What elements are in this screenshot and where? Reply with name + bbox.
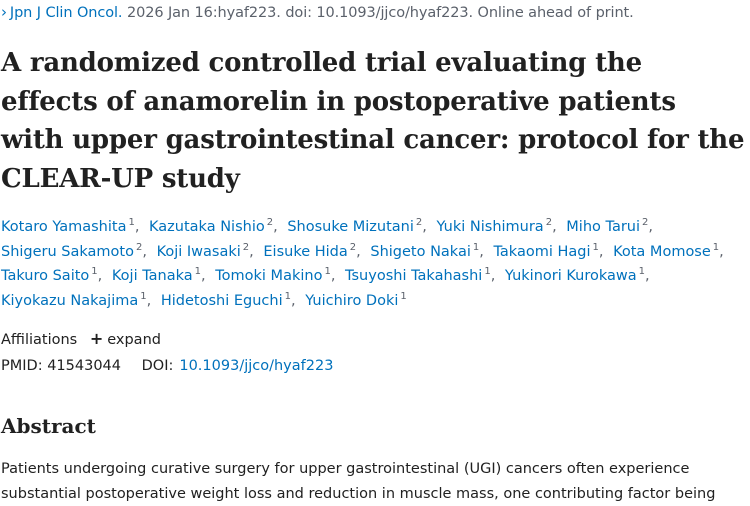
affiliation-number[interactable]: 2 (266, 217, 274, 229)
expand-label: expand (107, 332, 161, 348)
affiliation-number[interactable]: 2 (135, 241, 143, 253)
abstract-heading: Abstract (1, 414, 96, 438)
author-separator: , (290, 292, 296, 309)
author-item: Koji Iwasaki 2, (156, 241, 259, 260)
author-link[interactable]: Hidetoshi Eguchi (160, 292, 283, 309)
author-item: Miho Tarui 2, (566, 217, 658, 235)
author-separator: , (134, 219, 140, 235)
author-link[interactable]: Takuro Saito (1, 268, 90, 284)
affiliation-number[interactable]: 1 (472, 241, 480, 253)
author-item: Kiyokazu Nakajima 1, (1, 290, 156, 309)
affiliation-number[interactable]: 1 (324, 266, 331, 278)
chevron-right-icon[interactable]: › (1, 3, 7, 21)
affiliations-row: Affiliations + expand (1, 329, 161, 348)
affiliation-number[interactable]: 2 (545, 217, 553, 229)
author-item: Shosuke Mizutani 2, (287, 217, 432, 235)
author-item: Takaomi Hagi 1, (493, 241, 608, 260)
author-item: Shigeto Nakai 1, (370, 241, 489, 260)
author-item: Yuki Nishimura 2, (436, 217, 561, 235)
author-link[interactable]: Yuichiro Doki (305, 292, 399, 309)
author-separator: , (249, 243, 254, 260)
author-separator: , (273, 219, 278, 235)
author-link[interactable]: Tomoki Makino (215, 268, 323, 284)
affiliation-number[interactable]: 2 (242, 241, 250, 253)
author-link[interactable]: Yuki Nishimura (436, 219, 544, 235)
author-item: Kazutaka Nishio 2, (149, 217, 283, 235)
affiliation-number[interactable]: 2 (349, 241, 357, 253)
author-item: Kotaro Yamashita 1, (1, 217, 144, 235)
author-item: Tomoki Makino 1, (215, 266, 340, 284)
author-separator: , (479, 243, 484, 260)
affiliation-number[interactable]: 1 (128, 217, 135, 229)
journal-link[interactable]: Jpn J Clin Oncol. (9, 5, 123, 21)
author-separator: , (97, 268, 103, 284)
author-separator: , (598, 243, 604, 260)
affiliation-number[interactable]: 1 (91, 266, 98, 278)
affiliation-number[interactable]: 1 (400, 290, 407, 302)
author-separator: , (648, 219, 654, 235)
affiliation-number[interactable]: 2 (642, 217, 649, 229)
author-separator: , (645, 268, 650, 284)
doi-label: DOI: (141, 358, 174, 374)
affiliation-number[interactable]: 1 (638, 266, 646, 278)
author-separator: , (422, 219, 427, 235)
affiliation-number[interactable]: 1 (592, 241, 599, 253)
affiliation-number[interactable]: 1 (284, 290, 291, 302)
author-link[interactable]: Kotaro Yamashita (1, 219, 127, 235)
author-link[interactable]: Shigeru Sakamoto (1, 243, 134, 260)
author-separator: , (490, 268, 496, 284)
author-item: Kota Momose 1, (613, 241, 729, 260)
affiliation-number[interactable]: 2 (415, 217, 423, 229)
author-link[interactable]: Kota Momose (613, 243, 711, 260)
article-ids: PMID: 41543044 DOI: 10.1093/jjco/hyaf223 (1, 358, 333, 374)
author-link[interactable]: Yukinori Kurokawa (504, 268, 637, 284)
pmid: PMID: 41543044 (1, 358, 121, 374)
affiliation-number[interactable]: 1 (140, 290, 147, 302)
author-separator: , (719, 243, 724, 260)
author-item: Yukinori Kurokawa 1, (504, 266, 655, 284)
author-link[interactable]: Shosuke Mizutani (287, 219, 414, 235)
author-item: Hidetoshi Eguchi 1, (160, 290, 301, 309)
author-link[interactable]: Koji Tanaka (111, 268, 193, 284)
author-separator: , (142, 243, 147, 260)
affiliations-label: Affiliations (1, 332, 78, 348)
citation-line: › Jpn J Clin Oncol. 2026 Jan 16:hyaf223. … (1, 3, 634, 21)
doi-link[interactable]: 10.1093/jjco/hyaf223 (179, 358, 334, 374)
affiliation-number[interactable]: 1 (484, 266, 491, 278)
author-item: Yuichiro Doki 1 (305, 290, 407, 309)
author-separator: , (356, 243, 361, 260)
author-separator: , (146, 292, 152, 309)
author-link[interactable]: Kazutaka Nishio (149, 219, 265, 235)
author-link[interactable]: Takaomi Hagi (493, 243, 591, 260)
expand-affiliations-button[interactable]: + expand (89, 329, 161, 348)
authors-list: Kotaro Yamashita 1, Kazutaka Nishio 2, Sho… (1, 215, 746, 313)
author-link[interactable]: Eisuke Hida (263, 243, 348, 260)
author-item: Koji Tanaka 1, (111, 266, 211, 284)
author-item: Eisuke Hida 2, (263, 241, 365, 260)
abstract-text: Patients undergoing curative surgery for… (1, 461, 716, 502)
article-title: A randomized controlled trial evaluating… (1, 48, 745, 194)
author-item: Tsuyoshi Takahashi 1, (345, 266, 500, 284)
author-separator: , (552, 219, 557, 235)
author-item: Shigeru Sakamoto 2, (1, 241, 152, 260)
author-link[interactable]: Koji Iwasaki (156, 243, 241, 260)
author-link[interactable]: Tsuyoshi Takahashi (345, 268, 483, 284)
affiliation-number[interactable]: 1 (712, 241, 720, 253)
author-separator: , (330, 268, 336, 284)
affiliation-number[interactable]: 1 (194, 266, 202, 278)
plus-icon: + (89, 329, 104, 348)
author-link[interactable]: Kiyokazu Nakajima (1, 292, 139, 309)
author-item: Takuro Saito 1, (1, 266, 107, 284)
author-link[interactable]: Shigeto Nakai (370, 243, 471, 260)
citation-details: 2026 Jan 16:hyaf223. doi: 10.1093/jjco/h… (126, 5, 634, 21)
author-separator: , (201, 268, 206, 284)
author-link[interactable]: Miho Tarui (566, 219, 641, 235)
